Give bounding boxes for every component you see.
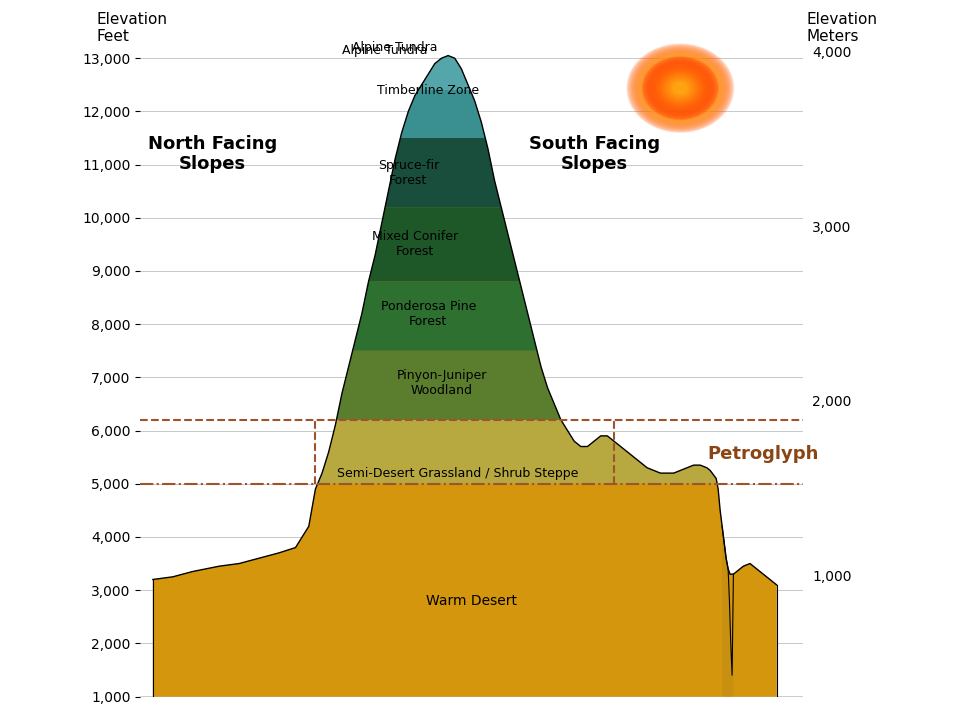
Ellipse shape [636, 51, 725, 125]
Text: Elevation
Feet: Elevation Feet [96, 12, 167, 44]
Polygon shape [153, 351, 777, 420]
Ellipse shape [634, 49, 728, 127]
Ellipse shape [642, 57, 718, 120]
Ellipse shape [674, 83, 687, 94]
Ellipse shape [660, 71, 701, 105]
Ellipse shape [628, 45, 732, 131]
Ellipse shape [673, 82, 687, 94]
Ellipse shape [633, 49, 728, 127]
Ellipse shape [641, 56, 719, 120]
Ellipse shape [657, 68, 705, 108]
Ellipse shape [630, 46, 732, 130]
Ellipse shape [637, 53, 723, 123]
Ellipse shape [659, 71, 702, 106]
Text: Alpine Tundra: Alpine Tundra [352, 41, 438, 54]
Ellipse shape [663, 73, 698, 102]
Ellipse shape [635, 50, 726, 126]
Ellipse shape [640, 55, 720, 121]
Polygon shape [153, 55, 777, 696]
Polygon shape [153, 55, 777, 138]
Ellipse shape [632, 48, 729, 128]
Ellipse shape [647, 60, 713, 116]
Ellipse shape [658, 69, 704, 107]
Ellipse shape [641, 55, 720, 121]
Ellipse shape [644, 58, 717, 118]
Ellipse shape [667, 77, 693, 99]
Ellipse shape [645, 58, 716, 117]
Ellipse shape [658, 70, 703, 107]
Ellipse shape [636, 52, 724, 125]
Ellipse shape [666, 76, 694, 100]
Ellipse shape [649, 62, 711, 114]
Ellipse shape [646, 60, 714, 117]
Ellipse shape [652, 65, 708, 112]
Polygon shape [722, 526, 733, 696]
Text: Warm Desert: Warm Desert [426, 594, 516, 608]
Ellipse shape [631, 47, 730, 129]
Ellipse shape [651, 63, 710, 113]
Ellipse shape [648, 61, 712, 115]
Ellipse shape [643, 58, 718, 119]
Ellipse shape [630, 47, 731, 130]
Ellipse shape [632, 48, 730, 129]
Ellipse shape [628, 45, 733, 132]
Ellipse shape [668, 78, 693, 99]
Polygon shape [153, 282, 777, 351]
Ellipse shape [639, 55, 721, 122]
Ellipse shape [656, 68, 706, 109]
Ellipse shape [672, 81, 688, 95]
Ellipse shape [629, 45, 732, 131]
Text: Mixed Conifer
Forest: Mixed Conifer Forest [372, 230, 458, 258]
Ellipse shape [661, 73, 700, 104]
Ellipse shape [642, 57, 718, 120]
Text: Timberline Zone: Timberline Zone [377, 84, 479, 96]
Polygon shape [153, 484, 777, 696]
Ellipse shape [627, 44, 733, 132]
Text: Pinyon-Juniper
Woodland: Pinyon-Juniper Woodland [396, 369, 487, 397]
Text: North Facing
Slopes: North Facing Slopes [148, 135, 277, 174]
Ellipse shape [670, 80, 690, 96]
Ellipse shape [675, 84, 686, 93]
Ellipse shape [655, 67, 706, 109]
Polygon shape [153, 420, 777, 484]
Text: Elevation
Meters: Elevation Meters [806, 12, 877, 44]
Ellipse shape [662, 73, 699, 103]
Ellipse shape [671, 81, 689, 96]
Ellipse shape [651, 64, 709, 112]
Ellipse shape [663, 74, 697, 102]
Text: Spruce-fir
Forest: Spruce-fir Forest [377, 158, 439, 186]
Text: South Facing
Slopes: South Facing Slopes [529, 135, 660, 174]
Ellipse shape [634, 50, 727, 127]
Text: Semi-Desert Grassland / Shrub Steppe: Semi-Desert Grassland / Shrub Steppe [337, 467, 579, 480]
Ellipse shape [639, 54, 722, 122]
Ellipse shape [669, 78, 692, 98]
Ellipse shape [650, 63, 711, 114]
Ellipse shape [638, 53, 722, 123]
Ellipse shape [654, 66, 707, 110]
Ellipse shape [660, 72, 700, 104]
Ellipse shape [665, 76, 695, 101]
Polygon shape [153, 138, 777, 207]
Ellipse shape [653, 66, 708, 111]
Polygon shape [153, 207, 777, 282]
Ellipse shape [636, 51, 726, 125]
Ellipse shape [637, 53, 724, 124]
Text: Ponderosa Pine
Forest: Ponderosa Pine Forest [380, 300, 476, 328]
Polygon shape [421, 55, 470, 90]
Ellipse shape [645, 59, 715, 117]
Text: Petroglyph: Petroglyph [707, 446, 818, 464]
Text: Alpine Tundra: Alpine Tundra [343, 44, 428, 57]
Ellipse shape [664, 75, 696, 101]
Ellipse shape [670, 79, 691, 97]
